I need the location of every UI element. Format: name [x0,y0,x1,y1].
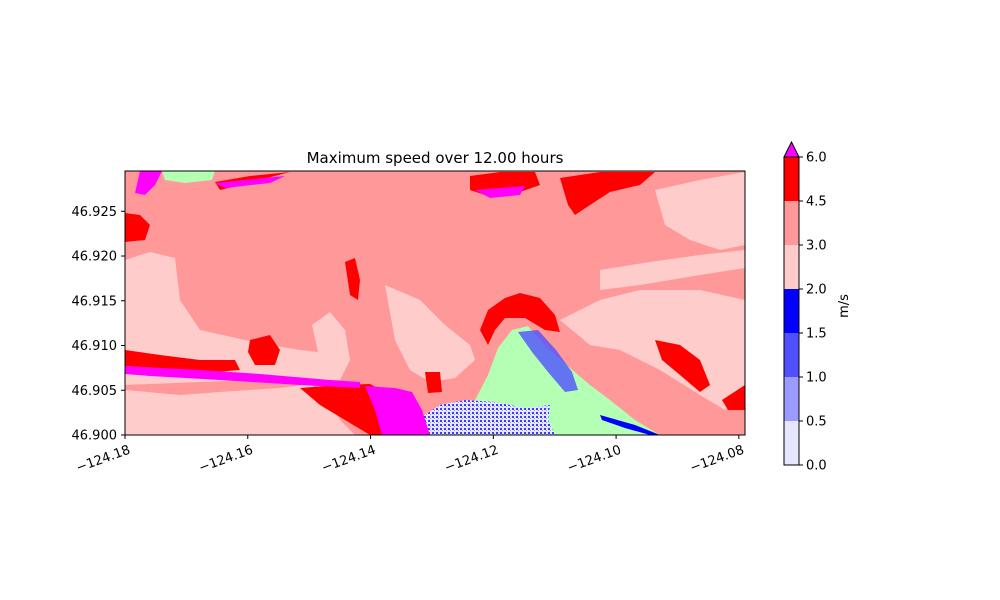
colorbar-segment [784,289,799,333]
light-zone-west [125,252,350,385]
high-zone-southeast [722,385,745,410]
x-tick-label: −124.10 [565,443,623,476]
high-zone-northwest [125,213,150,242]
colorbar-label: m/s [837,294,852,318]
colorbar-segment [784,157,799,201]
colorbar-extend-arrow [783,140,800,158]
shallow-channel [518,330,578,392]
high-zone-northeast [560,172,655,215]
y-tick-label: 46.915 [72,294,118,309]
y-tick-label: 46.905 [72,384,118,399]
high-stripe-inlet [425,372,442,393]
y-tick-label: 46.920 [72,250,118,265]
x-tick-label: −124.18 [74,443,132,476]
x-tick-label: −124.14 [320,443,378,476]
colorbar-tick-label: 0.5 [806,415,827,430]
high-zone-inlet [480,293,560,345]
light-streak-east [600,250,745,290]
high-band-west [125,350,240,372]
light-zone-southwest [125,384,355,435]
over-band-west [125,366,360,388]
over-zone-north-strip [215,176,285,188]
light-zone-northeast [655,172,745,250]
x-tick-label: −124.12 [443,443,501,476]
plot-frame [124,170,746,436]
y-tick-label: 46.910 [72,339,118,354]
x-axis: −124.18 −124.16 −124.14 −124.12 −124.10 −124.… [74,435,746,476]
over-zone-south [365,386,430,435]
colorbar-segment [784,421,799,465]
over-zone-northwest [135,171,162,195]
colorbar-segment [784,201,799,245]
x-tick-label: −124.16 [197,443,255,476]
y-axis: 46.900 46.905 46.910 46.915 46.920 46.925 [72,205,125,444]
colorbar-tick-label: 6.0 [806,151,827,166]
speed-map [125,171,745,435]
over-zone-north-center [475,186,525,198]
x-tick-label: −124.08 [688,443,746,476]
chart-title: Maximum speed over 12.00 hours [307,149,564,167]
colorbar-tick-label: 4.5 [806,195,827,210]
y-tick-label: 46.900 [72,429,118,444]
high-blob-west [248,335,280,365]
y-tick-label: 46.925 [72,205,118,220]
high-zone-east [655,340,710,392]
colorbar-segment [784,245,799,289]
colorbar-segment [784,333,799,377]
colorbar-tick-label: 0.0 [806,459,827,474]
colorbar-tick-label: 1.5 [806,327,827,342]
colorbar-tick-label: 3.0 [806,239,827,254]
land-northwest [162,171,215,183]
colorbar: 0.0 0.5 1.0 1.5 2.0 3.0 4.5 6.0 [783,140,827,474]
shallow-region [418,400,555,435]
colorbar-segment [784,377,799,421]
high-blob-center [345,258,360,300]
colorbar-tick-label: 2.0 [806,283,827,298]
light-zone-center [385,285,475,382]
colorbar-frame [783,156,800,466]
shallow-edge [600,415,660,435]
colorbar-tick-label: 1.0 [806,371,827,386]
